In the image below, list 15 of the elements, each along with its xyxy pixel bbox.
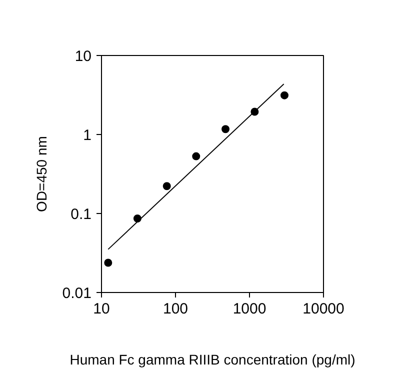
- point: [280, 91, 288, 100]
- point: [104, 258, 112, 267]
- x-tick-label: 1000: [232, 300, 266, 318]
- point: [192, 152, 200, 160]
- y-tick-label: 1: [83, 127, 92, 144]
- x-tick-label: 100: [162, 300, 188, 318]
- x-axis-title: Human Fc gamma RIIIB concentration (pg/ml): [70, 352, 356, 368]
- point: [222, 125, 230, 134]
- y-axis-title: OD=450 nm: [33, 136, 50, 212]
- y-tick-label: 0.1: [70, 206, 92, 223]
- y-tick-label: 10: [74, 48, 92, 65]
- y-tick-label: 0.01: [62, 285, 92, 302]
- point: [162, 182, 171, 190]
- x-tick-label: 10000: [302, 300, 344, 318]
- x-tick-label: 10: [93, 300, 110, 318]
